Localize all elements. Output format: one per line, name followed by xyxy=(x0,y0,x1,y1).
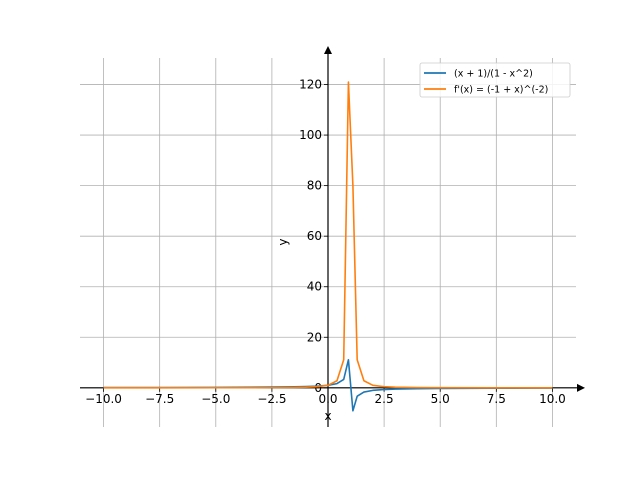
legend-label-2: f'(x) = (-1 + x)^(-2) xyxy=(454,85,548,96)
x-tick-label: −5.0 xyxy=(201,392,230,406)
x-tick-label: 0.0 xyxy=(318,392,337,406)
x-axis-arrow xyxy=(577,383,585,392)
x-tick-label: 7.5 xyxy=(487,392,506,406)
y-tick-label: 60 xyxy=(307,229,322,243)
y-tick-label: 120 xyxy=(299,78,322,92)
x-tick-label: −10.0 xyxy=(85,392,122,406)
x-tick-label: −7.5 xyxy=(145,392,174,406)
x-tick-label: 2.5 xyxy=(375,392,394,406)
legend: (x + 1)/(1 - x^2) f'(x) = (-1 + x)^(-2) xyxy=(419,62,571,98)
y-tick-label: 20 xyxy=(307,330,322,344)
x-axis-label: x xyxy=(324,409,331,423)
y-axis-arrow xyxy=(324,46,332,54)
series-line-2 xyxy=(103,81,553,389)
x-tick-label: 5.0 xyxy=(431,392,450,406)
legend-box xyxy=(419,62,571,98)
y-axis-label: y xyxy=(276,238,290,245)
y-tick-label: 80 xyxy=(307,179,322,193)
legend-label-1: (x + 1)/(1 - x^2) xyxy=(454,69,533,80)
x-tick-label: 10.0 xyxy=(539,392,566,406)
plot-lines xyxy=(103,81,553,412)
y-tick-label: 100 xyxy=(299,128,322,142)
x-tick-label: −2.5 xyxy=(257,392,286,406)
y-tick-label: 40 xyxy=(307,280,322,294)
axes: −10.0 −7.5 −5.0 −2.5 0.0 2.5 5.0 7.5 10.0 0 20 40 60… xyxy=(80,46,585,427)
y-tick-label: 0 xyxy=(314,381,322,395)
